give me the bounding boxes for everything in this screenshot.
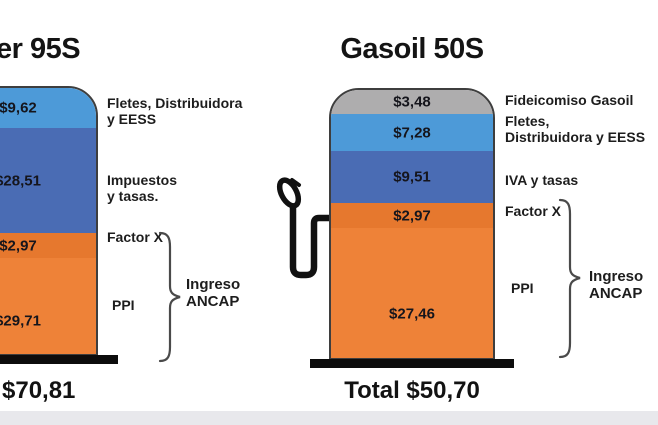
label-ppi: PPI [112,297,135,313]
curly-brace-icon [558,198,581,359]
pump-segment-factor-x: $2,97 [331,203,493,228]
segment-value: $27,46 [389,305,435,323]
pump-segment-fletes-distribuidora-eess: $9,62 [0,88,96,128]
label-factor-x: Factor X [505,203,562,219]
segment-value: $9,51 [393,168,431,186]
segment-value: $7,28 [393,124,431,141]
pump-segment-fideicomiso-gasoil: $3,48 [331,90,493,114]
label-iva-y-tasas: IVA y tasas [505,172,579,188]
chart-title-super-95s: er 95S [0,33,81,65]
total-price-super-95s: $70,81 [2,377,76,404]
segment-value: $3,48 [393,93,431,111]
fuel-pump-super-95s: $9,62 $28,51 $2,97 $29,71 [0,86,98,356]
label-ingreso-ancap: Ingreso ANCAP [186,276,241,310]
total-price-gasoil-50s: Total $50,70 [344,377,480,404]
segment-value: $2,97 [393,207,431,224]
pump-segment-impuestos-y-tasas: $28,51 [0,128,96,233]
label-ingreso-ancap: Ingreso ANCAP [589,268,644,302]
label-fideicomiso-gasoil: Fideicomiso Gasoil [505,92,634,108]
segment-value: $28,51 [0,172,41,189]
label-fletes-distribuidora-eess: Fletes, Distribuidora y EESS [107,95,243,127]
fuel-pump-gasoil-50s: $3,48 $7,28 $9,51 $2,97 $27,46 [329,88,495,360]
segment-value: $2,97 [0,237,37,254]
pump-base-bar [0,355,118,364]
pump-segment-ppi: $27,46 [331,228,493,358]
pump-segment-fletes-distribuidora-eess: $7,28 [331,114,493,151]
pump-segment-iva-y-tasas: $9,51 [331,151,493,203]
bottom-strip [0,411,658,425]
fuel-nozzle-icon [276,177,334,279]
chart-title-gasoil-50s: Gasoil 50S [340,33,484,65]
pump-segment-ppi: $29,71 [0,258,96,354]
pump-segment-factor-x: $2,97 [0,233,96,258]
label-fletes-distribuidora-eess: Fletes, Distribuidora y EESS [505,113,646,145]
label-factor-x: Factor X [107,229,164,245]
label-ppi: PPI [511,280,534,296]
pump-base-bar [310,359,514,368]
label-impuestos-y-tasas: Impuestos y tasas. [107,172,178,204]
segment-value: $9,62 [0,99,37,117]
segment-value: $29,71 [0,312,41,330]
curly-brace-icon [158,231,181,363]
